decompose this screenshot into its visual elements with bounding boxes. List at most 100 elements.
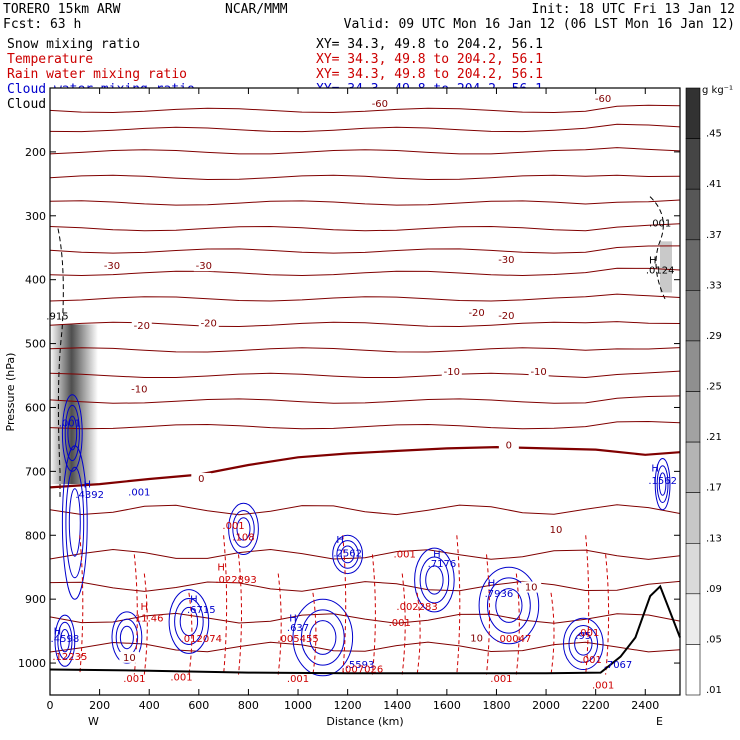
colorbar-cell-8 xyxy=(685,492,701,544)
extreme-label-8: H xyxy=(336,535,344,546)
cloud-contour-4-1 xyxy=(232,510,255,548)
temp-label-4: -30 xyxy=(498,255,514,266)
extreme-label-2: .0124 xyxy=(646,265,675,276)
rain-contour-15 xyxy=(550,592,555,675)
cloud-contour-10-2 xyxy=(658,472,667,496)
y-tick-label-0: 200 xyxy=(25,146,46,159)
rain-water-contours xyxy=(79,535,610,675)
temp-label-6: -20 xyxy=(201,319,217,330)
cloud-contour-7-1 xyxy=(419,556,450,604)
temp-label-bg-14 xyxy=(545,524,566,536)
temp-label-bg-11 xyxy=(528,366,549,378)
temp-label-bg-8 xyxy=(496,310,517,322)
rain-contour-8 xyxy=(342,535,347,675)
snow-shading xyxy=(50,196,672,497)
colorbar-tick-5: .25 xyxy=(706,382,722,393)
cloud-contour-7-2 xyxy=(425,565,444,595)
extreme-label-4: .001 xyxy=(59,419,81,430)
extreme-label-38: .001 xyxy=(170,672,192,683)
extreme-label-45: .001 xyxy=(577,628,599,639)
temp-label-bg-7 xyxy=(466,306,487,318)
extreme-label-35: .001 xyxy=(394,550,416,561)
extreme-label-31: .012074 xyxy=(181,634,222,645)
extreme-label-3: H xyxy=(649,256,657,267)
extreme-label-41: .001 xyxy=(490,674,512,685)
colorbar-cell-9 xyxy=(685,542,701,595)
cloud-contour-4-0 xyxy=(228,502,259,556)
extreme-label-40: .001 xyxy=(287,674,309,685)
temp-label-bg-13 xyxy=(498,439,519,451)
x-tick-label-6: 1200 xyxy=(334,699,362,712)
extreme-label-42: .001 xyxy=(580,655,602,666)
field-xy-0: XY= 34.3, 49.8 to 204.2, 56.1 xyxy=(316,37,543,52)
cloud-contour-2-0 xyxy=(111,611,143,664)
colorbar-cell-7 xyxy=(685,441,701,494)
temp-label-bg-1 xyxy=(593,92,614,104)
cloud-contour-6-0 xyxy=(332,534,364,575)
rain-contour-14 xyxy=(515,573,520,675)
extreme-label-39: .007026 xyxy=(342,665,383,676)
extreme-label-5: H xyxy=(83,479,91,490)
cloud-contour-3-0 xyxy=(168,589,210,654)
terrain-line xyxy=(49,584,681,675)
cloud-contour-11-2 xyxy=(60,629,70,653)
rain-contour-12 xyxy=(456,535,461,675)
extreme-label-21: H xyxy=(651,463,659,474)
cloud-contour-10-0 xyxy=(654,458,671,511)
rain-contour-13 xyxy=(486,554,490,675)
temp-label-bg-17 xyxy=(466,632,487,644)
extreme-label-18: .5593 xyxy=(346,660,375,671)
colorbar-cell-11 xyxy=(685,644,701,696)
extreme-label-13: .637 xyxy=(287,623,309,634)
colorbar: g kg⁻¹ .45 .41 .37 .33 .29 .25 .21 .17 .13 .09 .05… xyxy=(685,85,733,696)
isotherm-low-0 xyxy=(49,504,681,516)
cloud-contour-11-1 xyxy=(57,621,73,660)
rain-contour-4 xyxy=(223,535,228,675)
contour-labels: -60 -60 -30 -30 -30 -20 -20 -20 -20 -10 -10 -10 0 0 10… xyxy=(46,92,677,692)
isotherm-line-12 xyxy=(49,395,681,404)
y-tick-label-1: 300 xyxy=(25,210,46,223)
extreme-label-37: .12235 xyxy=(52,652,87,663)
temp-label-13: 0 xyxy=(506,441,512,452)
isotherm-line-6 xyxy=(49,245,681,254)
colorbar-cell-2 xyxy=(685,188,701,241)
east-label: E xyxy=(656,715,663,728)
extreme-label-33: .002283 xyxy=(396,602,437,613)
cloud-contour-8-1 xyxy=(487,577,531,634)
y-tick-label-4: 600 xyxy=(25,401,46,414)
isotherm-low-2 xyxy=(49,580,681,592)
isotherm-line-1 xyxy=(49,123,681,133)
temp-label-bg-0 xyxy=(369,97,390,109)
extreme-label-6: .4392 xyxy=(75,490,104,501)
field-xy-2: XY= 34.3, 49.8 to 204.2, 56.1 xyxy=(316,67,543,82)
cloud-contour-5-0 xyxy=(292,598,354,677)
cloud-contour-3-1 xyxy=(174,598,204,645)
temp-label-17: 10 xyxy=(470,634,483,645)
extreme-label-25: .001 xyxy=(222,521,244,532)
extreme-label-32: .005455 xyxy=(277,634,318,645)
extreme-label-22: .1562 xyxy=(648,476,677,487)
init-time: Init: 18 UTC Fri 13 Jan 12 xyxy=(532,2,736,17)
temp-label-11: -10 xyxy=(530,367,546,378)
extreme-label-17: .7936 xyxy=(485,589,514,600)
y-tick-label-6: 800 xyxy=(25,529,46,542)
temp-label-bg-16 xyxy=(119,651,140,663)
temp-label-bg-15 xyxy=(521,581,542,593)
temp-label-3: -30 xyxy=(196,261,212,272)
temp-label-2: -30 xyxy=(104,261,120,272)
rain-contour-16 xyxy=(585,535,590,675)
extreme-label-11: .6715 xyxy=(187,605,216,616)
colorbar-tick-2: .37 xyxy=(706,230,722,241)
cloud-contour-9-0 xyxy=(563,617,604,671)
cloud-contour-9-2 xyxy=(574,632,593,656)
cloud-contour-5-2 xyxy=(309,620,337,655)
extreme-label-9: .2562 xyxy=(333,548,362,559)
isotherm-line-5 xyxy=(49,223,681,232)
snow-shading-east xyxy=(660,241,672,293)
extreme-label-26: .108 xyxy=(232,532,254,543)
temp-label-bg-2 xyxy=(102,260,123,272)
cloud-contour-4-2 xyxy=(236,517,251,541)
plot-area: -60 -60 -30 -30 -30 -20 -20 -20 -20 -10 -10 -10 0 0 10… xyxy=(46,87,681,696)
x-tick-label-11: 2200 xyxy=(582,699,610,712)
colorbar-tick-4: .29 xyxy=(706,331,722,342)
